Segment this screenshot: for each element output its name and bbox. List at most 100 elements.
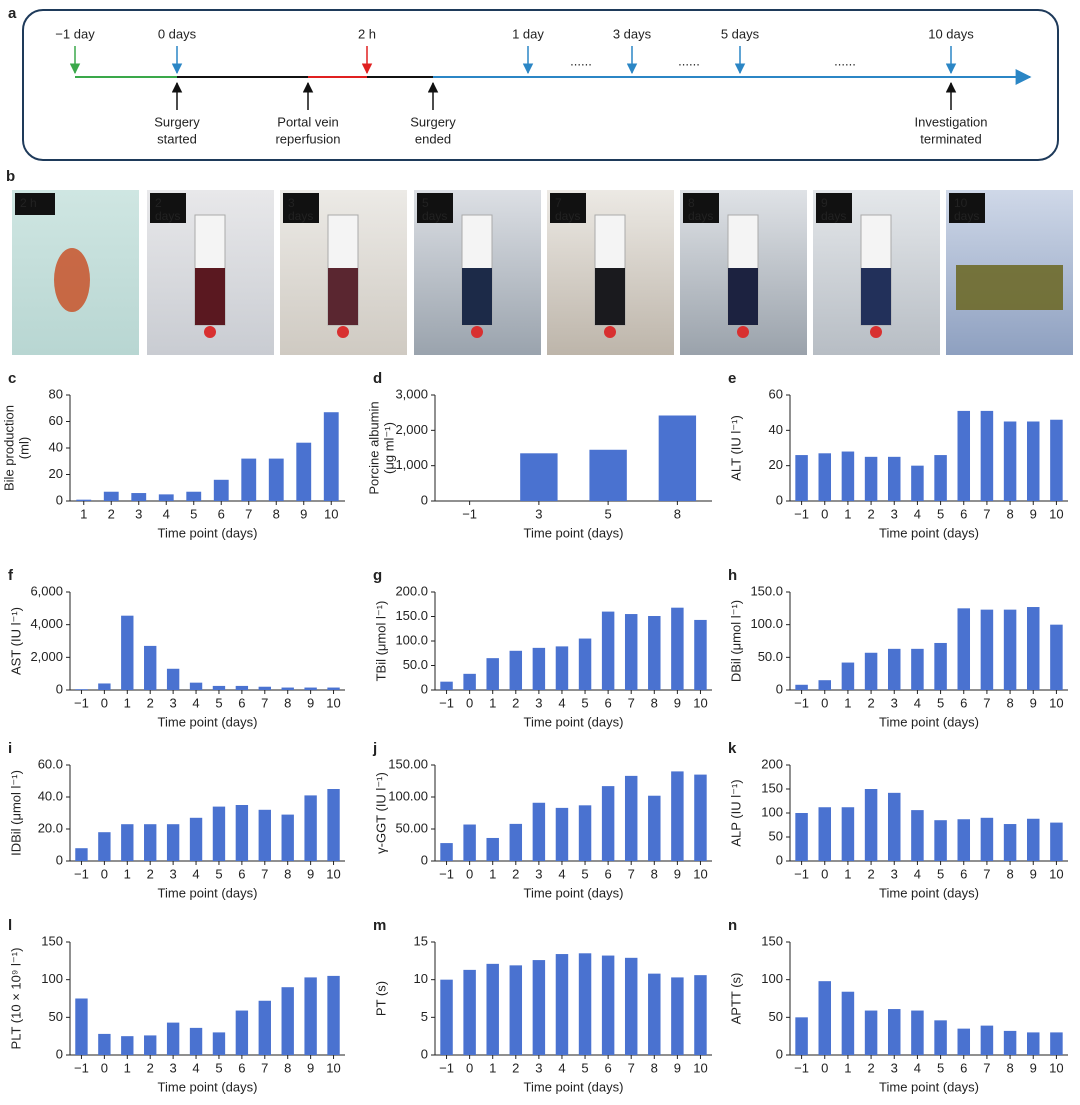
x-tick-label: 10 <box>693 1060 707 1075</box>
bar <box>463 969 476 1055</box>
y-tick-label: 0 <box>421 852 428 867</box>
x-tick-label: 8 <box>651 866 658 881</box>
bar <box>795 1017 808 1055</box>
photo-label-box <box>816 193 852 223</box>
x-tick-label: 7 <box>628 695 635 710</box>
panel-letter: k <box>728 740 737 757</box>
photo-detail <box>195 268 225 325</box>
photo-label: 2 <box>155 196 162 210</box>
bar <box>957 819 971 861</box>
bar <box>980 410 994 501</box>
bar <box>258 686 271 690</box>
photo-detail <box>861 268 891 325</box>
y-tick-label: 0 <box>56 492 63 507</box>
bar <box>911 810 924 861</box>
x-tick-label: 5 <box>215 695 222 710</box>
bar <box>235 1010 249 1055</box>
x-tick-label: 10 <box>1049 506 1063 521</box>
y-axis-label: APTT (s) <box>728 973 743 1025</box>
bar <box>440 843 453 861</box>
timeline-label: −1 day <box>55 26 95 41</box>
bar <box>520 453 558 501</box>
x-tick-label: 6 <box>238 1060 245 1075</box>
bar <box>323 412 339 501</box>
x-tick-label: 4 <box>558 1060 565 1075</box>
x-tick-label: −1 <box>794 866 809 881</box>
x-tick-label: 3 <box>170 695 177 710</box>
x-tick-label: 9 <box>674 1060 681 1075</box>
x-tick-label: 10 <box>1049 1060 1063 1075</box>
x-tick-label: −1 <box>439 695 454 710</box>
bar <box>818 807 832 861</box>
y-tick-label: 150 <box>761 933 783 948</box>
x-tick-label: 3 <box>535 866 542 881</box>
y-tick-label: 0 <box>56 1046 63 1061</box>
bar <box>911 648 924 690</box>
bar <box>213 479 229 501</box>
y-tick-label: 100 <box>761 971 783 986</box>
y-tick-label: 100.0 <box>395 632 428 647</box>
panel-letter: d <box>373 370 382 387</box>
bar <box>648 616 661 690</box>
x-tick-label: 0 <box>821 866 828 881</box>
bar <box>304 795 317 861</box>
bar <box>1050 624 1063 690</box>
bar <box>864 652 878 690</box>
bar <box>555 807 569 861</box>
x-tick-label: 3 <box>170 866 177 881</box>
x-tick-label: 0 <box>821 695 828 710</box>
y-axis-label: TBil (μmol l⁻¹) <box>373 601 388 682</box>
photo-detail <box>956 265 1063 310</box>
x-tick-label: 8 <box>1006 866 1013 881</box>
bar <box>186 491 202 501</box>
timeline-dots: ...... <box>678 53 700 68</box>
bar <box>934 455 947 501</box>
photo-detail <box>337 326 349 338</box>
x-axis-label: Time point (days) <box>524 525 624 540</box>
bar <box>1026 1032 1040 1055</box>
photo-label-box <box>949 193 985 223</box>
x-tick-label: 1 <box>489 866 496 881</box>
x-tick-label: 5 <box>937 695 944 710</box>
bar <box>957 608 971 690</box>
bar <box>980 609 994 690</box>
bar <box>509 965 523 1055</box>
x-tick-label: 5 <box>937 506 944 521</box>
x-tick-label: 5 <box>581 695 588 710</box>
x-tick-label: −1 <box>74 1060 89 1075</box>
timeline-box <box>22 9 1059 161</box>
x-tick-label: 8 <box>651 695 658 710</box>
bar <box>887 792 901 861</box>
x-axis-label: Time point (days) <box>879 525 979 540</box>
x-axis-label: Time point (days) <box>879 885 979 900</box>
bar <box>75 848 88 861</box>
bar <box>144 824 157 861</box>
x-tick-label: 10 <box>326 1060 340 1075</box>
photo-label: 9 <box>821 196 828 210</box>
photo-label: 8 <box>688 196 695 210</box>
bar <box>241 458 257 501</box>
event-label: terminated <box>920 131 981 146</box>
bar <box>1003 1030 1017 1055</box>
x-tick-label: 10 <box>1049 695 1063 710</box>
bar <box>624 775 638 861</box>
x-tick-label: 10 <box>1049 866 1063 881</box>
bar <box>463 673 476 690</box>
y-tick-label: 20 <box>49 466 63 481</box>
event-label: started <box>157 131 197 146</box>
x-tick-label: 7 <box>983 866 990 881</box>
photo-detail <box>728 268 758 325</box>
bar <box>555 646 569 690</box>
y-tick-label: 6,000 <box>30 583 63 598</box>
x-tick-label: 5 <box>215 866 222 881</box>
y-tick-label: 200.0 <box>395 583 428 598</box>
panel-letter: g <box>373 567 382 584</box>
y-tick-label: 150 <box>41 933 63 948</box>
y-axis-label: (μg ml⁻¹) <box>381 422 396 474</box>
bar <box>980 817 994 861</box>
event-label: ended <box>415 131 451 146</box>
y-tick-label: 2,000 <box>30 649 63 664</box>
x-tick-label: 5 <box>190 506 197 521</box>
x-tick-label: 1 <box>489 1060 496 1075</box>
timeline-dots: ...... <box>834 53 856 68</box>
